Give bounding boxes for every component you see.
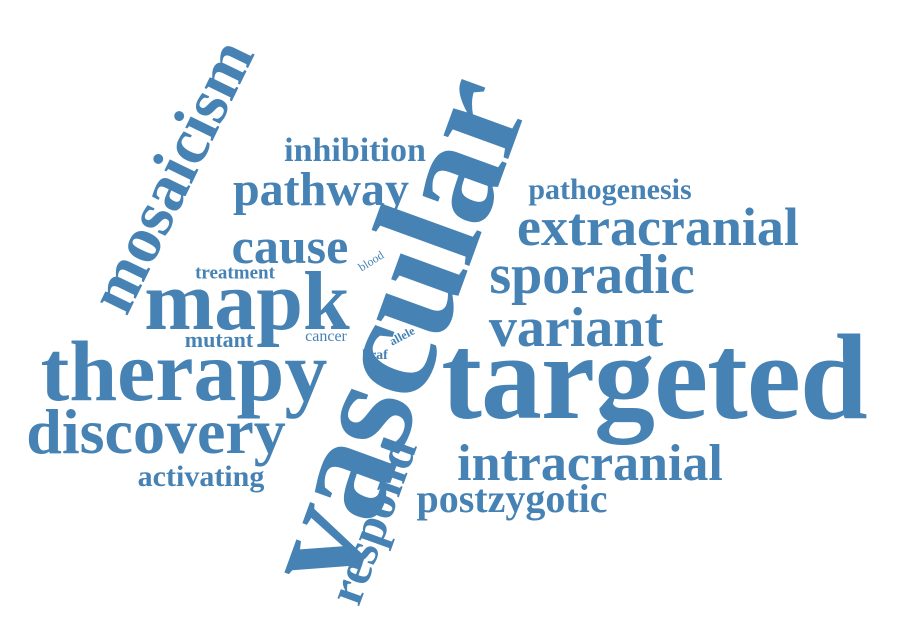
word-intracranial: intracranial <box>457 435 723 492</box>
word-cancer: cancer <box>305 328 347 345</box>
word-inhibition: inhibition <box>284 132 426 169</box>
word-therapy: therapy <box>40 323 328 419</box>
word-braf: braf <box>362 348 388 363</box>
word-mapk: mapk <box>144 255 350 348</box>
word-variant: variant <box>488 297 664 359</box>
word-sporadic: sporadic <box>489 244 695 306</box>
word-postzygotic: postzygotic <box>416 476 608 521</box>
word-treatment: treatment <box>195 262 275 284</box>
word-discovery: discovery <box>26 396 286 467</box>
word-cause: cause <box>231 218 349 274</box>
word-pathway: pathway <box>232 163 410 216</box>
word-extracranial: extracranial <box>517 197 799 257</box>
word-activating: activating <box>137 460 265 493</box>
word-mutant: mutant <box>184 327 254 352</box>
word-pathogenesis: pathogenesis <box>528 173 692 206</box>
word-targeted: targeted <box>441 310 868 445</box>
